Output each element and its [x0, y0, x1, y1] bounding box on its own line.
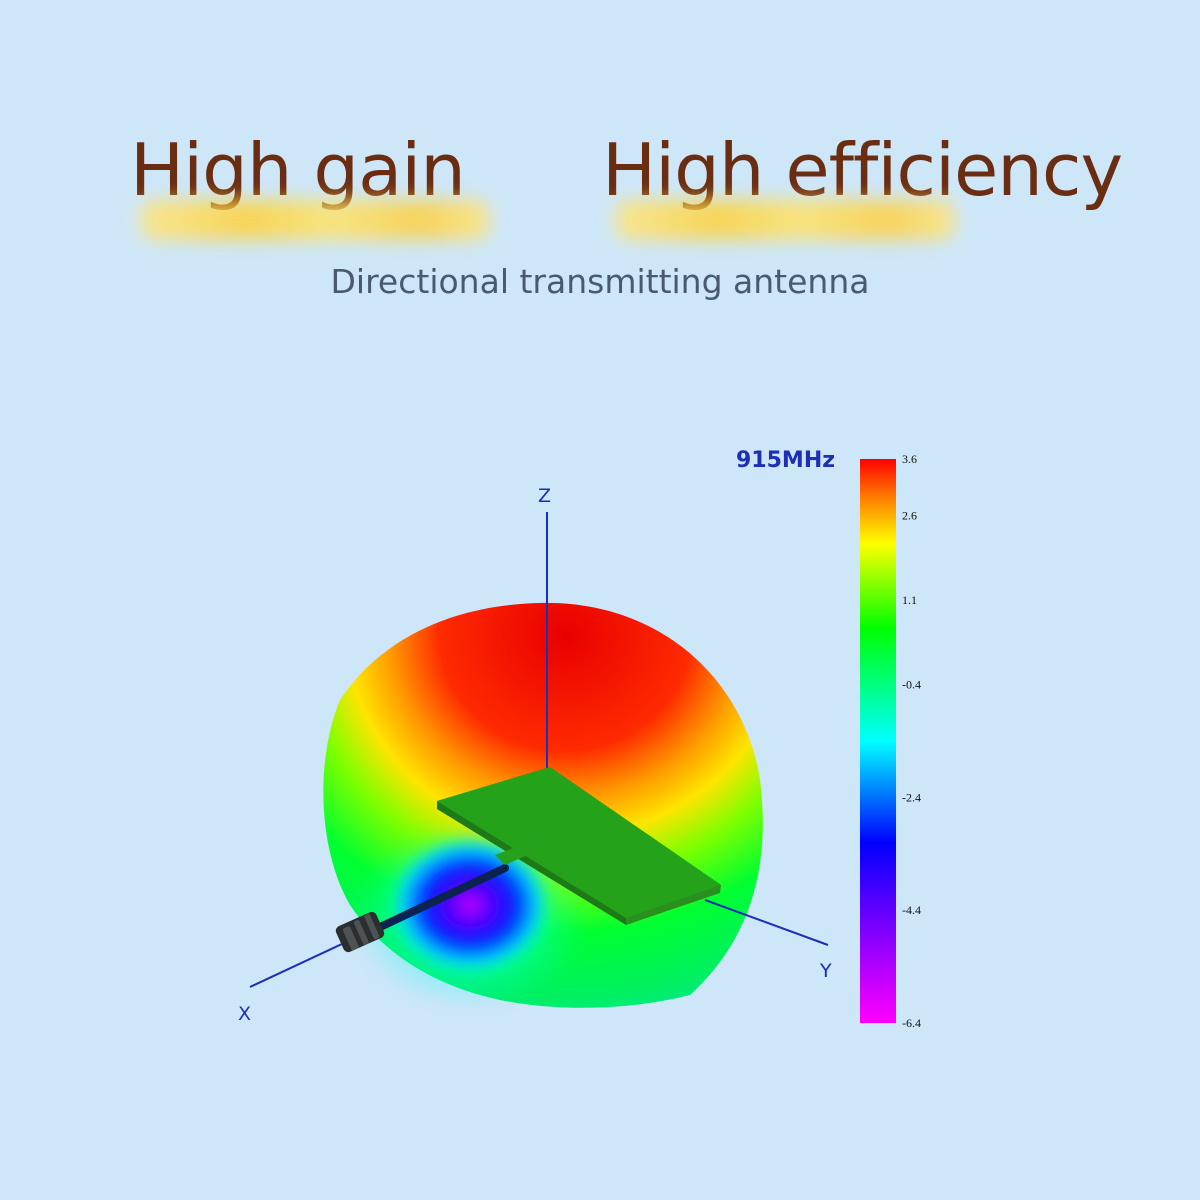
z-axis-label: Z: [538, 485, 551, 507]
subtitle: Directional transmitting antenna: [330, 262, 870, 301]
blurred-highlight-left: [140, 200, 490, 240]
colorbar-tick-label: -0.4: [902, 678, 921, 692]
antenna-cable: [374, 864, 509, 932]
y-axis-label: Y: [819, 960, 832, 982]
sma-connector: [335, 911, 385, 953]
antenna-pcb: [437, 767, 721, 925]
colorbar-ticks: 3.6 2.6 1.1 -0.4 -2.4 -4.4 -6.4: [902, 452, 921, 1030]
colorbar-tick-label: -6.4: [902, 1016, 921, 1030]
y-axis: [704, 899, 829, 946]
colorbar-tick-label: 1.1: [902, 593, 917, 607]
x-axis-label: X: [238, 1003, 251, 1025]
colorbar-tick-label: 2.6: [902, 508, 917, 522]
frequency-label: 915MHz: [736, 448, 835, 473]
headline-high-gain: High gain: [130, 128, 466, 212]
colorbar-tick-label: 3.6: [902, 452, 917, 466]
colorbar-tick-label: -4.4: [902, 903, 921, 917]
headline-high-efficiency: High efficiency: [602, 128, 1123, 212]
blurred-highlight-right: [615, 200, 955, 240]
colorbar: [860, 459, 896, 1023]
null-region: [388, 835, 552, 975]
colorbar-tick-label: -2.4: [902, 790, 921, 804]
